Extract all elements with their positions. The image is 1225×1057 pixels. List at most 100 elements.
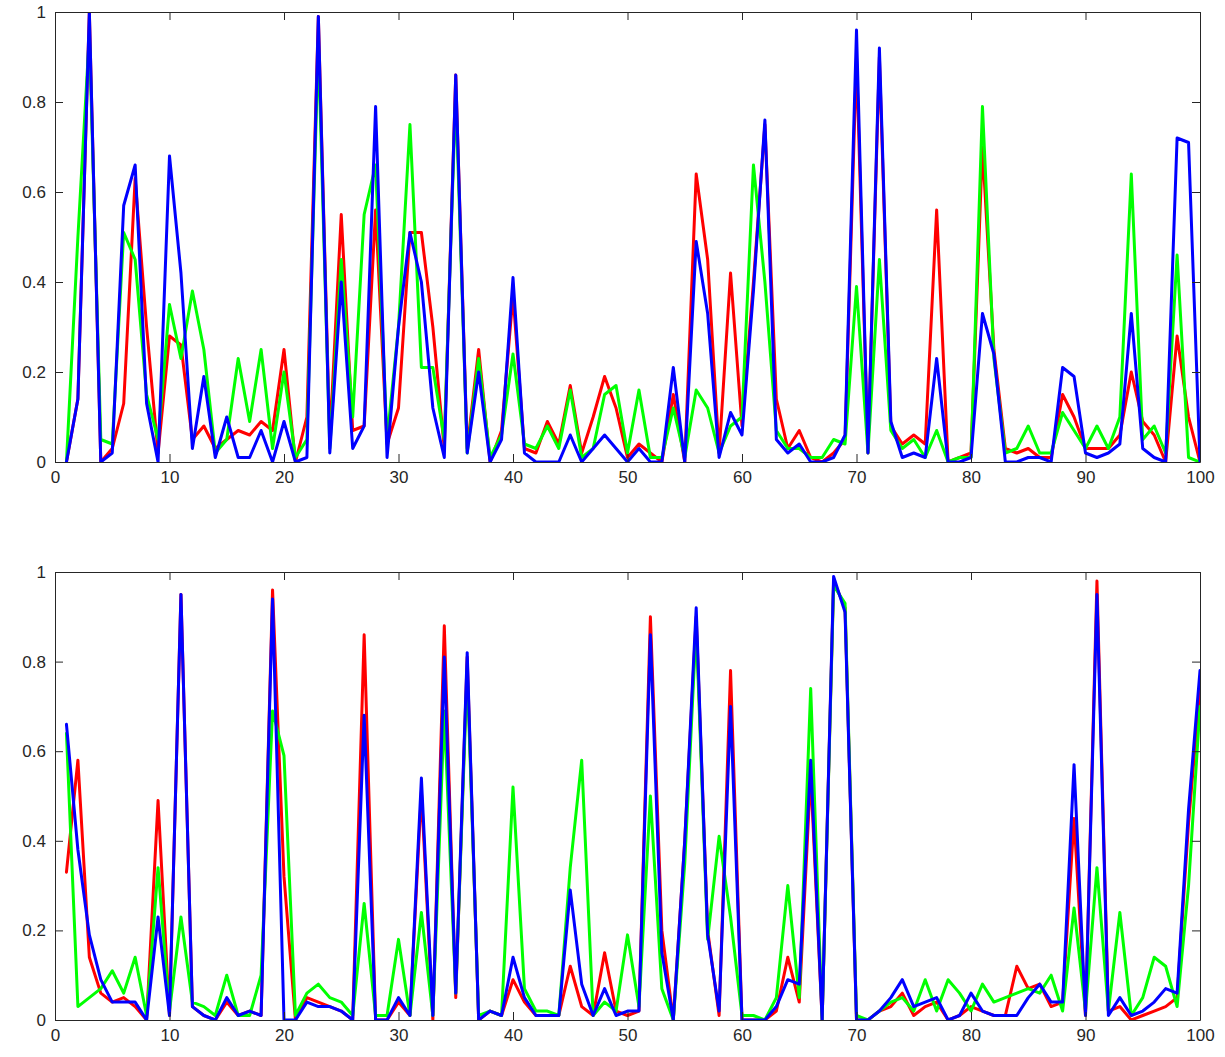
tick-mark [513,12,514,20]
tick: 0.8 [22,93,63,112]
tick-mark [284,12,285,20]
chart-panel: 010203040506070809010000.20.40.60.81 [22,563,1214,1045]
plot-background [55,572,1200,1020]
tick-mark [1192,572,1200,573]
tick-label: 100 [1186,1026,1214,1045]
tick [971,572,972,580]
tick-mark [857,12,858,20]
tick [1192,12,1200,13]
tick-mark [513,1012,514,1020]
tick-mark [742,1012,743,1020]
tick: 0.4 [22,832,63,851]
x-axis: 0102030405060708090100 [51,1012,1215,1045]
series-group [66,12,1200,462]
tick [857,12,858,20]
axis-line [56,462,1201,463]
tick [1086,572,1087,580]
tick: 0.6 [22,742,63,761]
tick-label: 0.8 [22,653,46,672]
tick [1192,192,1200,193]
tick-mark [1086,12,1087,20]
tick-mark [971,572,972,580]
tick-label: 40 [504,468,523,487]
tick: 1 [37,3,63,22]
tick: 0.6 [22,183,63,202]
tick: 50 [619,454,638,487]
tick: 40 [504,1012,523,1045]
tick-label: 1 [37,563,46,582]
tick-mark [55,282,63,283]
tick-mark [857,572,858,580]
tick-label: 50 [619,468,638,487]
tick-mark [55,572,63,573]
tick-label: 60 [733,1026,752,1045]
tick: 60 [733,454,752,487]
tick-label: 40 [504,1026,523,1045]
tick: 40 [504,454,523,487]
axis-line [1200,13,1201,463]
tick [857,572,858,580]
tick: 30 [390,454,409,487]
series-line [66,585,1200,1020]
tick-mark [1192,12,1200,13]
tick: 0.8 [22,653,63,672]
tick-mark [55,930,63,931]
tick-mark [1086,572,1087,580]
tick: 20 [275,454,294,487]
series-line [66,12,1200,462]
tick-mark [1192,192,1200,193]
tick-mark [1192,662,1200,663]
tick-label: 60 [733,468,752,487]
tick: 70 [848,454,867,487]
tick [513,12,514,20]
tick [1192,372,1200,373]
tick-mark [284,454,285,462]
tick [1192,1020,1200,1021]
tick-mark [55,192,63,193]
tick-label: 0.4 [22,273,46,292]
x-axis: 0102030405060708090100 [51,454,1215,487]
tick-mark [55,1020,63,1021]
tick-mark [55,372,63,373]
tick-label: 0 [37,1011,46,1030]
tick-mark [971,454,972,462]
tick: 90 [1077,1012,1096,1045]
tick-label: 0.8 [22,93,46,112]
tick-mark [55,12,63,13]
series-line [66,581,1200,1020]
x-axis-top [56,12,1201,20]
tick [399,572,400,580]
y-axis: 00.20.40.60.81 [22,3,63,472]
tick-mark [170,572,171,580]
tick-mark [55,462,63,463]
tick-mark [513,572,514,580]
chart-panel: 010203040506070809010000.20.40.60.81 [22,3,1214,487]
axis-line [56,1020,1201,1021]
tick-label: 80 [962,1026,981,1045]
tick-mark [284,572,285,580]
tick [284,572,285,580]
tick-mark [628,12,629,20]
plot-background [55,12,1200,462]
tick [1192,662,1200,663]
series-group [66,576,1200,1020]
tick-mark [55,751,63,752]
x-axis-top [56,572,1201,580]
tick-label: 0.2 [22,921,46,940]
tick: 0 [37,453,63,472]
tick-mark [55,662,63,663]
tick-mark [1086,454,1087,462]
tick-label: 0.6 [22,742,46,761]
tick [1192,572,1200,573]
tick-mark [399,454,400,462]
tick: 90 [1077,454,1096,487]
tick-mark [857,454,858,462]
tick-mark [1192,372,1200,373]
tick: 80 [962,1012,981,1045]
tick-label: 100 [1186,468,1214,487]
tick: 20 [275,1012,294,1045]
tick-mark [170,454,171,462]
tick-mark [742,572,743,580]
tick: 60 [733,1012,752,1045]
tick: 1 [37,563,63,582]
